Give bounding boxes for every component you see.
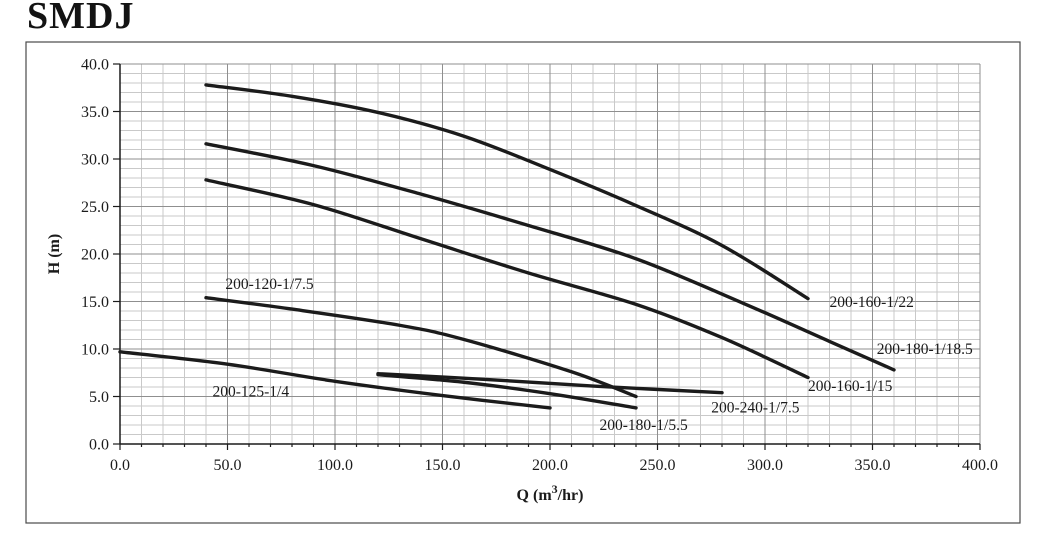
x-tick-label: 250.0 — [640, 457, 676, 474]
x-tick-label: 0.0 — [110, 457, 130, 474]
curve-label-200-180-1/5.5: 200-180-1/5.5 — [599, 417, 688, 434]
y-tick-label: 15.0 — [81, 294, 109, 311]
x-tick-label: 350.0 — [855, 457, 891, 474]
curve-200-125-1/4 — [118, 350, 552, 410]
curve-200-160-1/22 — [204, 83, 810, 301]
y-tick-label: 5.0 — [89, 389, 109, 406]
y-tick-label: 40.0 — [81, 57, 109, 74]
curve-label-200-240-1/7.5: 200-240-1/7.5 — [711, 400, 800, 417]
curve-label-200-120-1/7.5: 200-120-1/7.5 — [225, 276, 314, 293]
y-tick-label: 35.0 — [81, 104, 109, 121]
y-tick-label: 0.0 — [89, 437, 109, 454]
curve-200-160-1/15 — [204, 178, 810, 380]
chart-title: SMDJ — [27, 0, 135, 37]
curve-label-200-180-1/18.5: 200-180-1/18.5 — [877, 341, 973, 358]
x-tick-label: 200.0 — [532, 457, 568, 474]
curve-200-180-1/5.5 — [376, 372, 638, 410]
x-tick-label: 300.0 — [747, 457, 783, 474]
x-tick-label: 100.0 — [317, 457, 353, 474]
curve-200-180-1/18.5 — [204, 142, 896, 372]
x-tick-label: 150.0 — [425, 457, 461, 474]
h-axis-label: H (m) — [46, 234, 63, 274]
y-tick-label: 20.0 — [81, 247, 109, 264]
y-tick-label: 25.0 — [81, 199, 109, 216]
curve-label-200-160-1/22: 200-160-1/22 — [830, 294, 914, 311]
curve-label-200-160-1/15: 200-160-1/15 — [808, 378, 893, 395]
y-tick-label: 30.0 — [81, 152, 109, 169]
q-axis-label: Q (m3/hr) — [517, 482, 584, 504]
curve-label-200-125-1/4: 200-125-1/4 — [212, 384, 289, 401]
x-tick-label: 400.0 — [962, 457, 998, 474]
curve-200-120-1/7.5 — [204, 296, 638, 399]
x-tick-label: 50.0 — [214, 457, 242, 474]
y-tick-label: 10.0 — [81, 342, 109, 359]
curve-200-240-1/7.5 — [376, 372, 724, 395]
